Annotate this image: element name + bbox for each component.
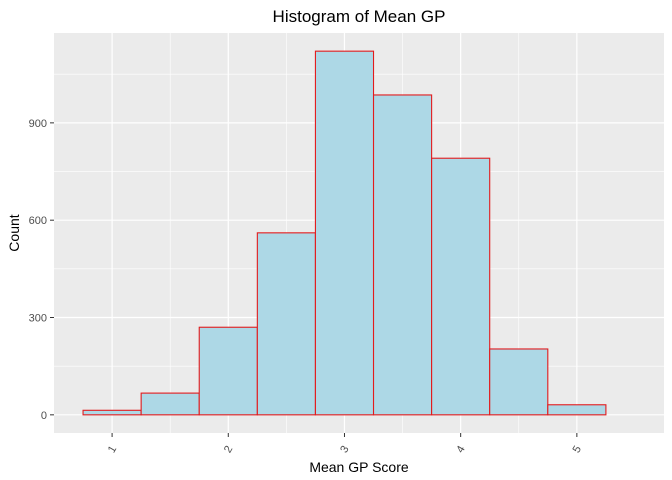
histogram-bar: [140, 392, 200, 416]
x-axis-title: Mean GP Score: [309, 459, 409, 475]
histogram-bar: [314, 50, 375, 416]
x-tick-label: 5: [571, 444, 584, 455]
histogram-bar: [256, 232, 316, 416]
histogram-bars: [82, 50, 607, 416]
histogram-bar: [82, 409, 142, 416]
y-tick-label: 0: [41, 410, 47, 422]
histogram-bar: [198, 326, 258, 416]
x-axis-ticks: 1 2 3 4 5: [106, 433, 584, 455]
x-tick-label: 1: [106, 444, 119, 455]
histogram-bar: [547, 404, 607, 416]
histogram-bar: [431, 157, 491, 416]
x-tick-label: 2: [222, 444, 235, 455]
y-tick-label: 300: [29, 313, 47, 325]
histogram-bar: [372, 94, 433, 416]
x-tick-label: 3: [338, 444, 351, 455]
y-tick-label: 900: [29, 118, 47, 130]
y-axis-title: Count: [6, 214, 22, 251]
y-axis-ticks: 0 300 600 900: [29, 118, 54, 422]
y-tick-label: 600: [29, 215, 47, 227]
x-tick-label: 4: [454, 444, 467, 455]
histogram-bar: [489, 348, 549, 416]
chart-title: Histogram of Mean GP: [273, 7, 446, 26]
